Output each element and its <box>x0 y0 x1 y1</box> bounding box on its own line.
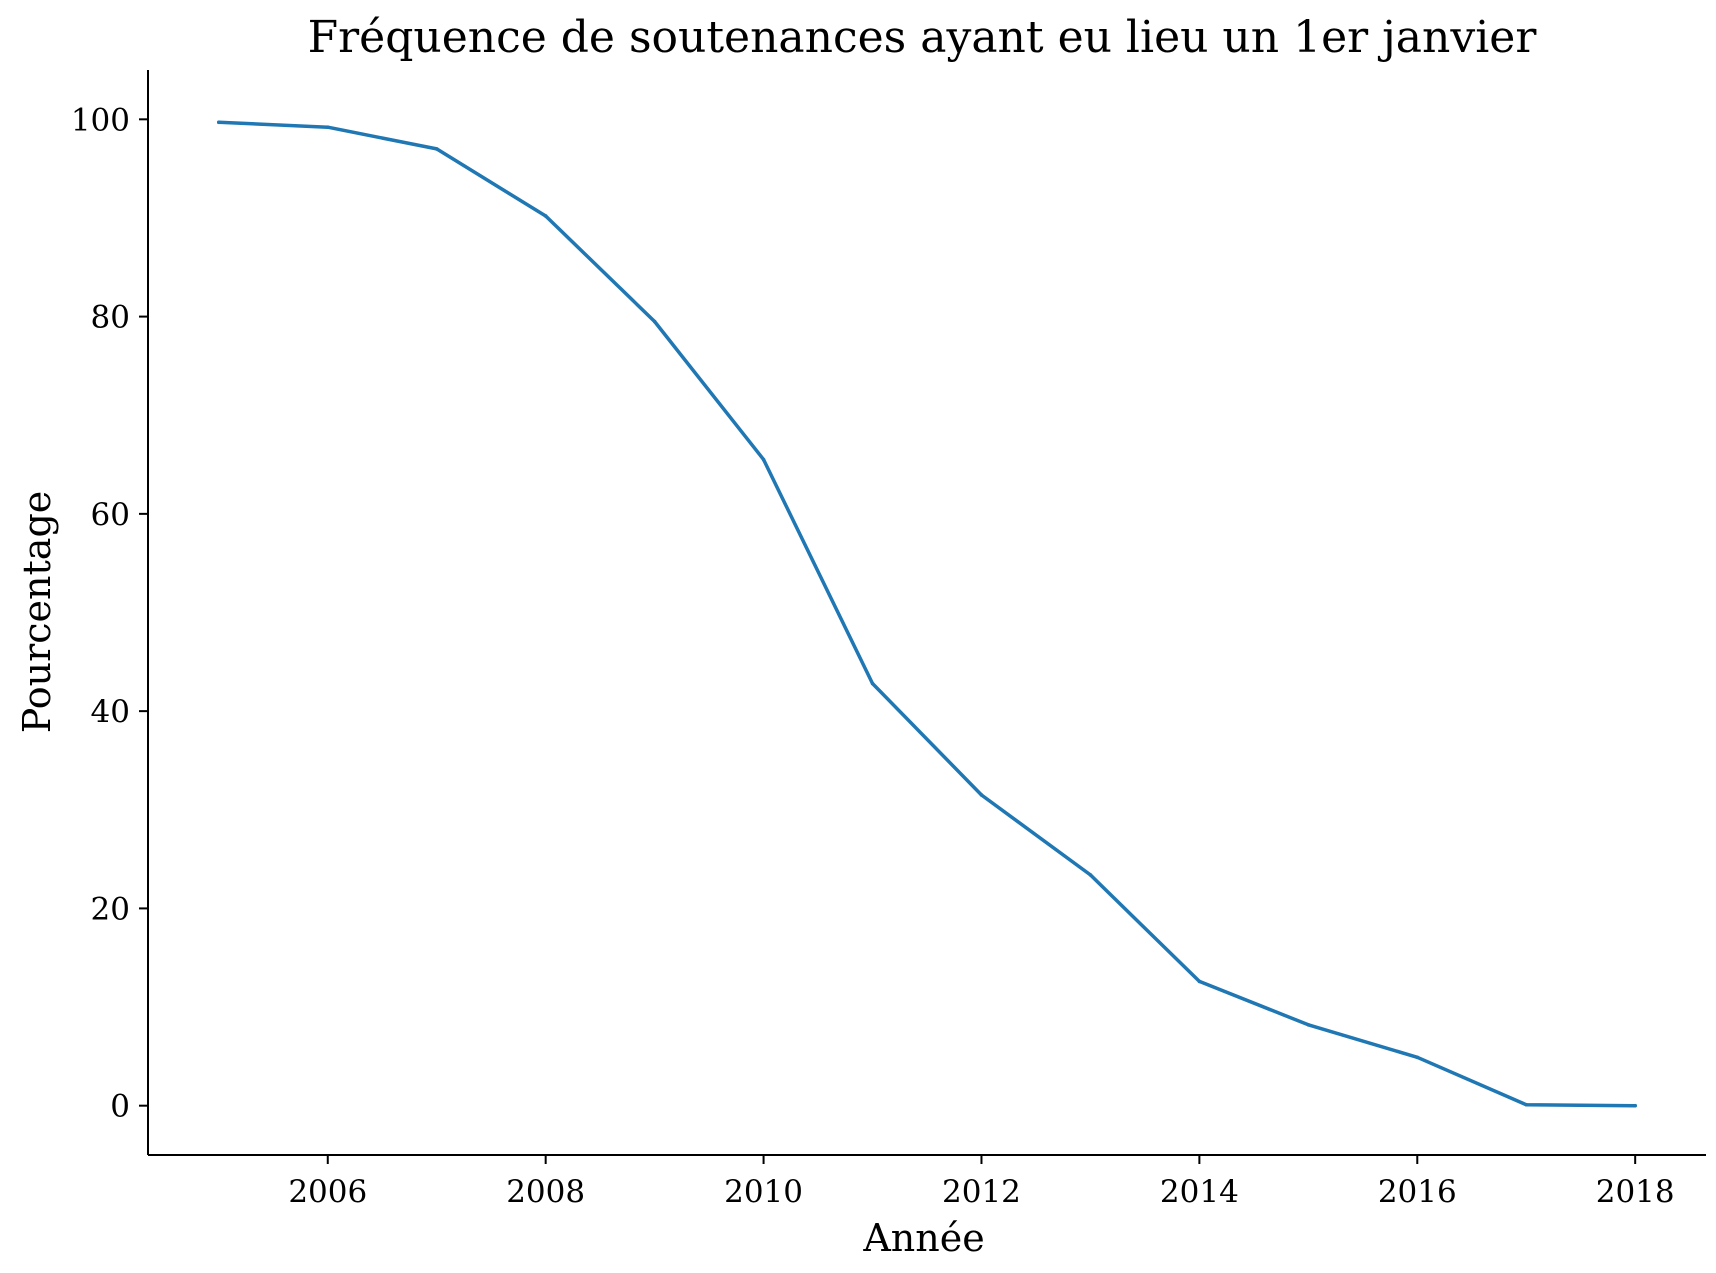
y-tick-label: 40 <box>91 694 130 730</box>
data-point <box>1633 1103 1637 1108</box>
data-point <box>217 120 221 125</box>
data-point <box>1524 1102 1529 1107</box>
x-tick-label: 2018 <box>1596 1174 1675 1210</box>
data-point <box>1415 1055 1420 1060</box>
series-line <box>217 120 1637 1108</box>
x-tick-label: 2014 <box>1160 1174 1239 1210</box>
x-tick-label: 2016 <box>1378 1174 1457 1210</box>
y-tick-label: 60 <box>91 497 130 533</box>
data-point <box>325 125 330 130</box>
x-tick-label: 2010 <box>724 1174 803 1210</box>
data-point <box>1197 979 1202 984</box>
x-tick-label: 2006 <box>288 1174 367 1210</box>
y-tick-label: 80 <box>91 300 130 336</box>
data-point <box>652 319 657 324</box>
data-point <box>543 214 548 218</box>
y-tick-label: 100 <box>71 102 130 138</box>
y-ticks: 0 20 40 60 80 100 <box>71 102 148 1125</box>
x-axis-label: Année <box>862 1216 984 1260</box>
plot-area: 2006 2008 2010 2012 2014 2016 2018 0 20 40 60 80 10… <box>71 70 1706 1210</box>
chart-title: Fréquence de soutenances ayant eu lieu u… <box>308 12 1538 63</box>
y-axis-label: Pourcentage <box>15 491 59 734</box>
data-point <box>1306 1023 1311 1027</box>
x-tick-label: 2008 <box>506 1174 585 1210</box>
series-layer <box>217 120 1637 1108</box>
y-tick-label: 0 <box>110 1089 130 1125</box>
data-point <box>434 147 439 151</box>
data-point <box>979 793 984 797</box>
data-point <box>870 681 875 686</box>
data-point <box>1088 873 1093 877</box>
data-point <box>761 457 766 462</box>
x-ticks: 2006 2008 2010 2012 2014 2016 2018 <box>288 1155 1675 1210</box>
y-tick-label: 20 <box>91 891 130 927</box>
x-tick-label: 2012 <box>942 1174 1021 1210</box>
